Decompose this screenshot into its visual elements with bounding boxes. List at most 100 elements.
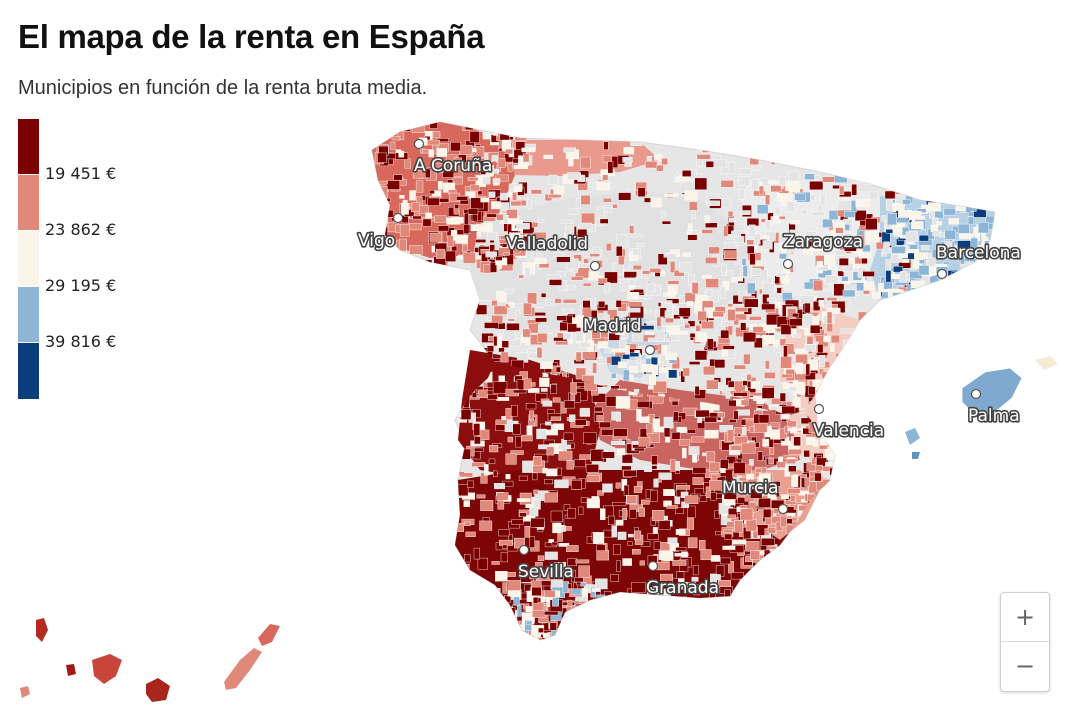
municipality-patch[interactable] bbox=[796, 362, 803, 375]
municipality-patch[interactable] bbox=[634, 530, 642, 541]
municipality-patch[interactable] bbox=[570, 382, 577, 395]
municipality-patch[interactable] bbox=[773, 339, 779, 347]
municipality-patch[interactable] bbox=[687, 537, 698, 549]
municipality-patch[interactable] bbox=[714, 510, 720, 519]
municipality-patch[interactable] bbox=[671, 621, 685, 626]
municipality-patch[interactable] bbox=[615, 300, 622, 308]
municipality-patch[interactable] bbox=[554, 298, 562, 304]
municipality-patch[interactable] bbox=[869, 191, 878, 201]
municipality-patch[interactable] bbox=[574, 577, 584, 583]
municipality-patch[interactable] bbox=[671, 432, 681, 440]
municipality-patch[interactable] bbox=[667, 280, 680, 285]
municipality-patch[interactable] bbox=[652, 527, 658, 534]
municipality-patch[interactable] bbox=[427, 139, 440, 146]
municipality-patch[interactable] bbox=[626, 495, 637, 504]
municipality-patch[interactable] bbox=[502, 617, 517, 626]
municipality-patch[interactable] bbox=[594, 406, 603, 412]
municipality-patch[interactable] bbox=[964, 288, 973, 301]
municipality-patch[interactable] bbox=[565, 258, 579, 270]
municipality-patch[interactable] bbox=[949, 288, 963, 300]
municipality-patch[interactable] bbox=[417, 259, 433, 269]
municipality-patch[interactable] bbox=[706, 289, 713, 297]
municipality-patch[interactable] bbox=[747, 245, 755, 254]
municipality-patch[interactable] bbox=[391, 136, 401, 141]
municipality-patch[interactable] bbox=[477, 557, 488, 570]
municipality-patch[interactable] bbox=[375, 201, 388, 211]
municipality-patch[interactable] bbox=[627, 292, 639, 300]
municipality-patch[interactable] bbox=[482, 176, 491, 185]
municipality-patch[interactable] bbox=[497, 607, 508, 616]
municipality-patch[interactable] bbox=[528, 419, 535, 427]
municipality-patch[interactable] bbox=[833, 513, 843, 524]
municipality-patch[interactable] bbox=[734, 427, 743, 435]
municipality-patch[interactable] bbox=[791, 474, 799, 487]
municipality-patch[interactable] bbox=[943, 208, 956, 216]
municipality-patch[interactable] bbox=[504, 288, 515, 294]
municipality-patch[interactable] bbox=[558, 543, 570, 547]
municipality-patch[interactable] bbox=[622, 508, 627, 520]
municipality-patch[interactable] bbox=[854, 387, 868, 396]
municipality-patch[interactable] bbox=[751, 179, 760, 191]
municipality-patch[interactable] bbox=[574, 459, 586, 468]
zoom-in-button[interactable]: + bbox=[1014, 603, 1036, 631]
municipality-patch[interactable] bbox=[919, 259, 925, 264]
municipality-patch[interactable] bbox=[583, 617, 597, 628]
municipality-patch[interactable] bbox=[796, 526, 802, 534]
municipality-patch[interactable] bbox=[816, 528, 821, 540]
municipality-patch[interactable] bbox=[739, 504, 748, 509]
municipality-patch[interactable] bbox=[715, 599, 722, 611]
municipality-patch[interactable] bbox=[725, 391, 731, 399]
municipality-patch[interactable] bbox=[617, 448, 626, 456]
municipality-patch[interactable] bbox=[569, 414, 576, 422]
municipality-patch[interactable] bbox=[579, 342, 591, 348]
municipality-patch[interactable] bbox=[783, 345, 788, 358]
municipality-patch[interactable] bbox=[459, 144, 473, 155]
municipality-patch[interactable] bbox=[955, 202, 966, 212]
municipality-patch[interactable] bbox=[499, 192, 508, 201]
municipality-patch[interactable] bbox=[509, 232, 521, 241]
municipality-patch[interactable] bbox=[616, 560, 621, 572]
la-palma-island[interactable] bbox=[36, 618, 48, 642]
municipality-patch[interactable] bbox=[526, 199, 532, 210]
municipality-patch[interactable] bbox=[754, 423, 768, 433]
municipality-patch[interactable] bbox=[475, 239, 487, 243]
municipality-patch[interactable] bbox=[584, 622, 593, 627]
municipality-patch[interactable] bbox=[733, 484, 747, 492]
municipality-patch[interactable] bbox=[436, 248, 445, 259]
municipality-patch[interactable] bbox=[916, 294, 923, 306]
municipality-patch[interactable] bbox=[724, 589, 731, 601]
municipality-patch[interactable] bbox=[465, 531, 476, 537]
municipality-patch[interactable] bbox=[960, 255, 966, 265]
municipality-patch[interactable] bbox=[781, 373, 793, 378]
municipality-patch[interactable] bbox=[679, 439, 691, 446]
municipality-patch[interactable] bbox=[585, 464, 599, 473]
municipality-patch[interactable] bbox=[576, 315, 584, 328]
municipality-patch[interactable] bbox=[810, 596, 819, 608]
municipality-patch[interactable] bbox=[519, 512, 527, 518]
municipality-patch[interactable] bbox=[944, 229, 956, 240]
municipality-patch[interactable] bbox=[563, 147, 576, 153]
municipality-patch[interactable] bbox=[512, 158, 519, 164]
municipality-patch[interactable] bbox=[636, 243, 645, 247]
municipality-patch[interactable] bbox=[508, 120, 514, 127]
municipality-patch[interactable] bbox=[776, 272, 787, 277]
municipality-patch[interactable] bbox=[581, 212, 596, 225]
municipality-patch[interactable] bbox=[721, 349, 728, 357]
municipality-patch[interactable] bbox=[567, 599, 573, 607]
municipality-patch[interactable] bbox=[535, 317, 547, 323]
municipality-patch[interactable] bbox=[615, 519, 624, 526]
municipality-patch[interactable] bbox=[415, 180, 424, 193]
municipality-patch[interactable] bbox=[739, 629, 751, 640]
municipality-patch[interactable] bbox=[721, 321, 729, 327]
municipality-patch[interactable] bbox=[776, 461, 786, 468]
municipality-patch[interactable] bbox=[658, 472, 672, 480]
municipality-patch[interactable] bbox=[376, 131, 382, 136]
municipality-patch[interactable] bbox=[749, 392, 763, 397]
municipality-patch[interactable] bbox=[570, 619, 577, 624]
municipality-patch[interactable] bbox=[633, 486, 642, 493]
municipality-patch[interactable] bbox=[817, 266, 828, 271]
municipality-patch[interactable] bbox=[781, 405, 796, 414]
municipality-patch[interactable] bbox=[790, 219, 800, 225]
municipality-patch[interactable] bbox=[574, 419, 587, 426]
municipality-patch[interactable] bbox=[808, 512, 819, 519]
